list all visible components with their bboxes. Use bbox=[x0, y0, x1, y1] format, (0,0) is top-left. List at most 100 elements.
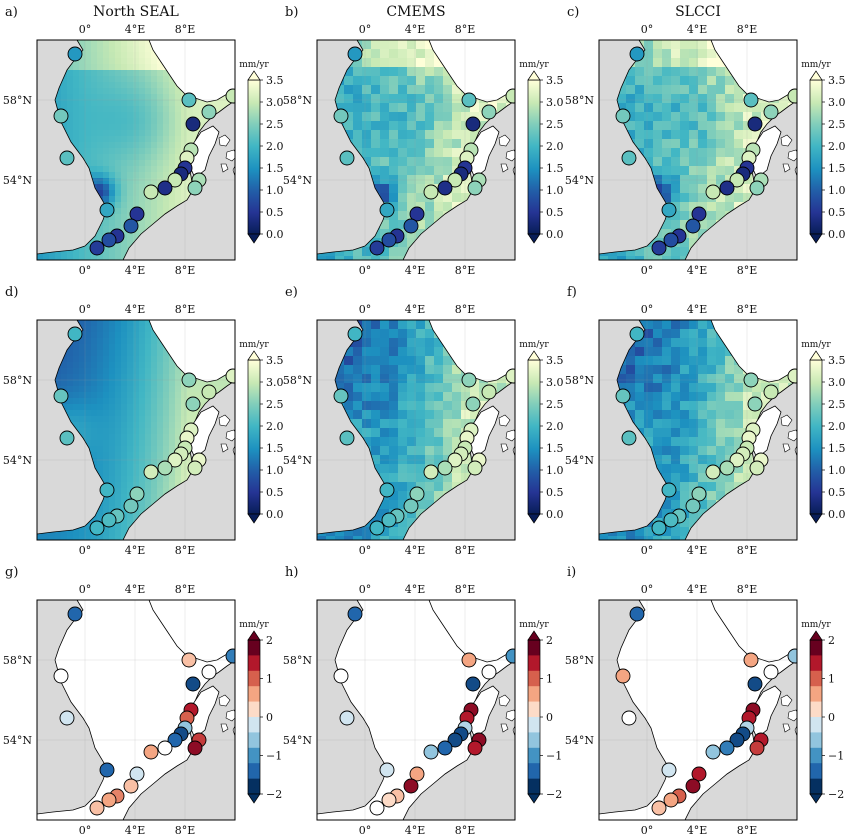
tide-gauge-marker bbox=[67, 46, 83, 62]
colorbar-band bbox=[528, 640, 540, 656]
colorbar-tick-label: 0.0 bbox=[546, 508, 564, 521]
tide-gauge-marker bbox=[185, 116, 201, 132]
tide-gauge-marker bbox=[157, 180, 173, 196]
tide-gauge-marker bbox=[101, 792, 117, 808]
great-britain-land bbox=[317, 320, 388, 535]
colorbar-band bbox=[528, 686, 540, 702]
colorbar-tick-label: 3.5 bbox=[266, 74, 284, 87]
colorbar-tick-label: 2.5 bbox=[546, 118, 564, 131]
tide-gauge-marker bbox=[719, 180, 735, 196]
panel-frame bbox=[36, 39, 236, 261]
island bbox=[500, 163, 509, 173]
tide-gauge-marker bbox=[369, 240, 385, 256]
tide-gauge-marker bbox=[99, 202, 115, 218]
colorbar-tick-label: −1 bbox=[546, 750, 562, 763]
tide-gauge-marker bbox=[369, 800, 385, 816]
lon-tick-label: 4°E bbox=[405, 583, 426, 596]
panel-letter: c) bbox=[567, 5, 579, 20]
tide-gauge-marker bbox=[59, 710, 75, 726]
tide-gauge-marker bbox=[763, 664, 779, 680]
tide-gauge-marker bbox=[621, 430, 637, 446]
colorbar: mm/yr 3.5 3.0 2.5 2.0 1.5 1.0 0.5 0.0 bbox=[801, 60, 846, 244]
tide-gauge-marker bbox=[59, 430, 75, 446]
colorbar-gradient bbox=[809, 79, 823, 235]
lon-tick-label: 0° bbox=[79, 23, 92, 36]
colorbar-tick-label: 1.5 bbox=[828, 442, 846, 455]
tide-gauge-marker bbox=[379, 202, 395, 218]
tide-gauge-marker bbox=[729, 172, 745, 188]
tide-gauge-marker bbox=[339, 430, 355, 446]
colorbar-band bbox=[248, 763, 260, 779]
great-britain-land bbox=[37, 320, 108, 535]
tide-gauge-marker bbox=[201, 104, 217, 120]
tide-gauge-marker bbox=[185, 396, 201, 412]
lon-tick-label: 8°E bbox=[737, 303, 758, 316]
colorbar-tick-label: −2 bbox=[266, 788, 282, 801]
lon-tick-label: 0° bbox=[359, 303, 372, 316]
colorbar-band bbox=[528, 732, 540, 749]
tide-gauge-marker bbox=[333, 108, 349, 124]
colorbar-tick-label: 2.0 bbox=[546, 140, 564, 153]
tide-gauge-marker bbox=[129, 486, 145, 502]
tide-gauge-marker bbox=[379, 762, 395, 778]
lon-tick-label: 8°E bbox=[737, 264, 758, 277]
colorbar-tick-label: 3.5 bbox=[828, 74, 846, 87]
colorbar-tick-label: 3.0 bbox=[828, 376, 846, 389]
map-panel-e bbox=[317, 320, 515, 540]
tide-gauge-marker bbox=[143, 184, 159, 200]
tide-gauge-marker bbox=[481, 104, 497, 120]
lon-tick-label: 4°E bbox=[687, 264, 708, 277]
colorbar-tick-label: −1 bbox=[266, 750, 282, 763]
colorbar-tick-label: 3.5 bbox=[828, 354, 846, 367]
lat-tick-label: 54°N bbox=[3, 174, 32, 187]
great-britain-land bbox=[37, 600, 108, 815]
tide-gauge-marker bbox=[185, 676, 201, 692]
tide-gauge-marker bbox=[187, 180, 203, 196]
tide-gauge-marker bbox=[167, 452, 183, 468]
tide-gauge-marker bbox=[661, 202, 677, 218]
colorbar-band bbox=[248, 686, 260, 702]
colorbar-tick-label: 0.0 bbox=[828, 228, 846, 241]
lon-tick-label: 0° bbox=[359, 583, 372, 596]
colorbar-tick-label: 1.5 bbox=[266, 442, 284, 455]
lon-tick-label: 4°E bbox=[125, 303, 146, 316]
panel-frame bbox=[316, 599, 516, 821]
tide-gauge-marker bbox=[99, 762, 115, 778]
map-panel-d bbox=[37, 320, 235, 540]
colorbar: mm/yr 3.5 3.0 2.5 2.0 1.5 1.0 0.5 0.0 bbox=[519, 60, 564, 244]
tide-gauge-marker bbox=[157, 740, 173, 756]
lon-tick-label: 0° bbox=[359, 23, 372, 36]
colorbar: mm/yr 2 1 0 −1 −2 bbox=[801, 620, 844, 804]
lat-tick-label: 54°N bbox=[565, 174, 594, 187]
great-britain-land bbox=[599, 320, 670, 535]
colorbar-tick-label: 1.5 bbox=[546, 162, 564, 175]
colorbar-tick-label: −2 bbox=[828, 788, 844, 801]
lon-tick-label: 4°E bbox=[687, 583, 708, 596]
colorbar-tick-label: 1 bbox=[828, 673, 835, 686]
lat-tick-label: 58°N bbox=[3, 654, 32, 667]
colorbar-band bbox=[810, 686, 822, 702]
tide-gauge-marker bbox=[691, 486, 707, 502]
tide-gauge-marker bbox=[685, 218, 701, 234]
lon-tick-label: 8°E bbox=[455, 544, 476, 557]
tide-gauge-marker bbox=[505, 88, 515, 104]
tide-gauge-marker bbox=[663, 512, 679, 528]
colorbar-band bbox=[528, 701, 540, 718]
tide-gauge-marker bbox=[461, 92, 477, 108]
tide-gauge-marker bbox=[621, 150, 637, 166]
colorbar-band bbox=[810, 640, 822, 656]
tide-gauge-marker bbox=[333, 388, 349, 404]
tide-gauge-marker bbox=[53, 668, 69, 684]
tide-gauge-marker bbox=[369, 520, 385, 536]
colorbar: mm/yr 2 1 0 −1 −2 bbox=[519, 620, 562, 804]
tide-gauge-marker bbox=[719, 460, 735, 476]
tide-gauge-marker bbox=[615, 388, 631, 404]
tide-gauge-marker bbox=[705, 744, 721, 760]
lat-tick-label: 58°N bbox=[565, 374, 594, 387]
tide-gauge-marker bbox=[129, 766, 145, 782]
colorbar-extend-max bbox=[527, 70, 541, 81]
lat-tick-label: 58°N bbox=[565, 94, 594, 107]
tide-gauge-marker bbox=[651, 240, 667, 256]
colorbar-tick-label: 2.5 bbox=[266, 118, 284, 131]
great-britain-land bbox=[599, 600, 670, 815]
